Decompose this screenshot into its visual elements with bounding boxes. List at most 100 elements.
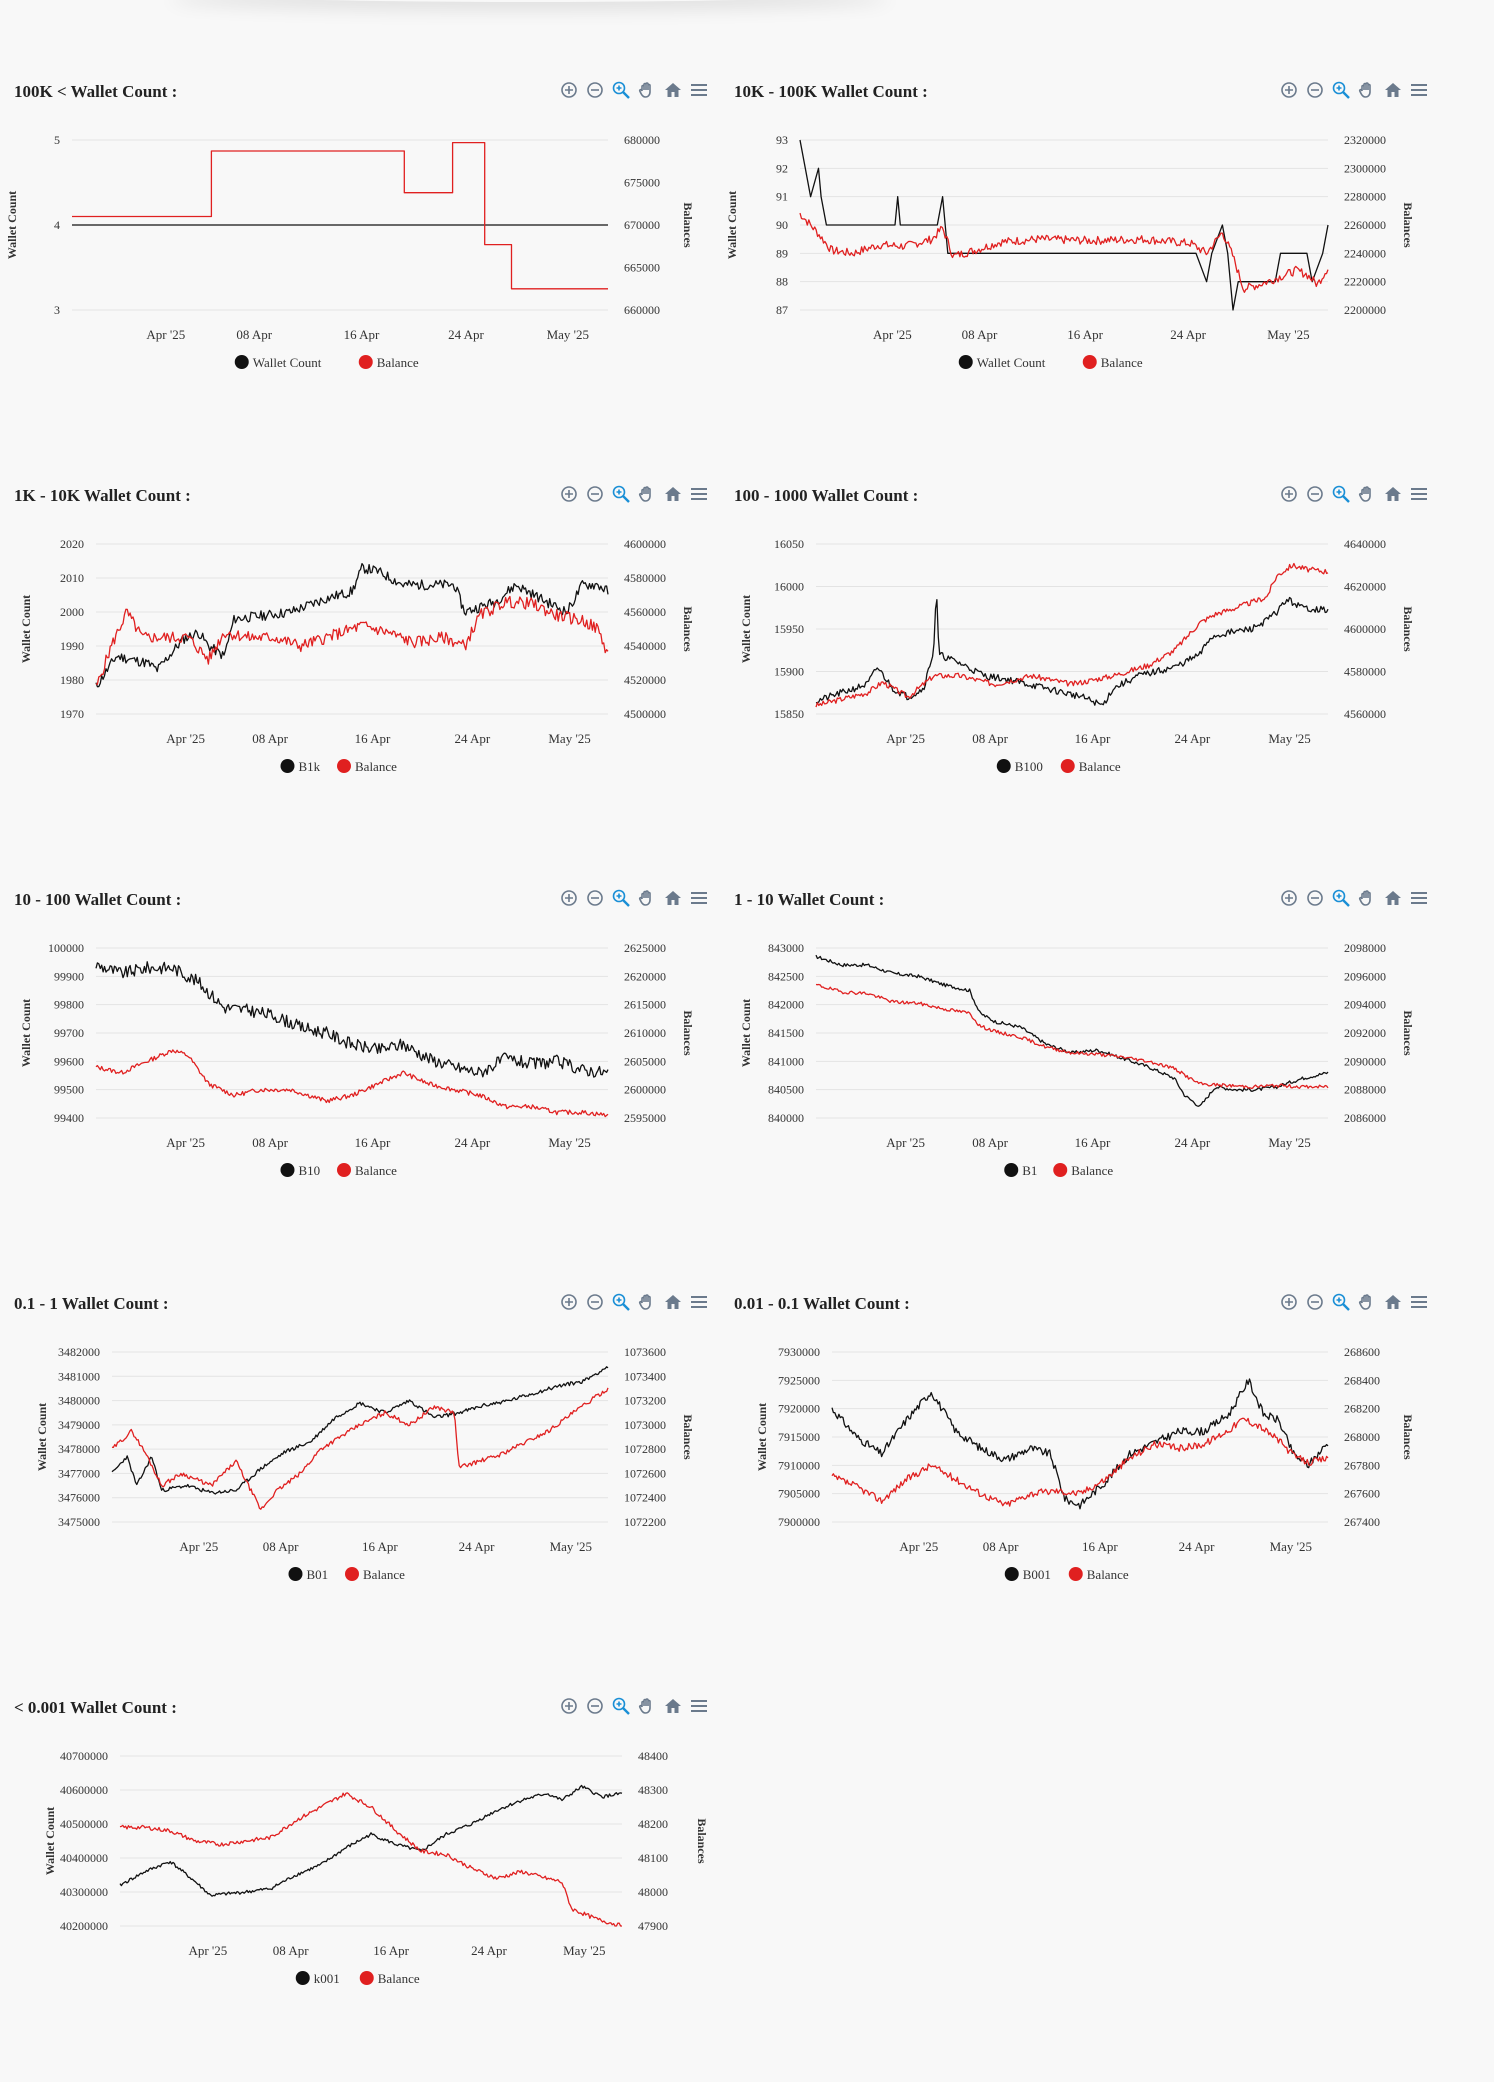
menu-icon[interactable] bbox=[688, 887, 710, 909]
legend-label[interactable]: B10 bbox=[299, 1163, 321, 1178]
chart-toolbar bbox=[1278, 78, 1430, 102]
legend-label[interactable]: Balance bbox=[355, 1163, 397, 1178]
zoom-selection-icon[interactable] bbox=[1330, 483, 1352, 505]
zoom-selection-icon[interactable] bbox=[610, 483, 632, 505]
pan-hand-icon[interactable] bbox=[1356, 79, 1378, 101]
legend-marker[interactable] bbox=[280, 1163, 295, 1177]
legend-label[interactable]: B1k bbox=[299, 759, 321, 774]
legend-label[interactable]: Wallet Count bbox=[977, 355, 1046, 370]
pan-hand-icon[interactable] bbox=[1356, 483, 1378, 505]
home-reset-icon[interactable] bbox=[662, 79, 684, 101]
legend-marker[interactable] bbox=[280, 759, 295, 773]
legend-label[interactable]: Balance bbox=[1087, 1567, 1129, 1582]
legend-marker[interactable] bbox=[1004, 1567, 1019, 1581]
chart-title: 100 - 1000 Wallet Count : bbox=[734, 486, 919, 505]
zoom-selection-icon[interactable] bbox=[1330, 1291, 1352, 1313]
pan-hand-icon[interactable] bbox=[636, 1695, 658, 1717]
legend-label[interactable]: Balance bbox=[363, 1567, 405, 1582]
menu-icon[interactable] bbox=[1408, 483, 1430, 505]
pan-hand-icon[interactable] bbox=[636, 483, 658, 505]
zoom-out-icon[interactable] bbox=[1304, 1291, 1326, 1313]
home-reset-icon[interactable] bbox=[662, 483, 684, 505]
legend-marker[interactable] bbox=[996, 759, 1011, 773]
legend-marker[interactable] bbox=[345, 1567, 359, 1581]
home-reset-icon[interactable] bbox=[662, 1695, 684, 1717]
zoom-in-icon[interactable] bbox=[558, 1291, 580, 1313]
menu-icon[interactable] bbox=[688, 1695, 710, 1717]
zoom-out-icon[interactable] bbox=[1304, 483, 1326, 505]
y-tick-label: 7920000 bbox=[778, 1402, 820, 1416]
home-reset-icon[interactable] bbox=[1382, 483, 1404, 505]
home-reset-icon[interactable] bbox=[1382, 79, 1404, 101]
chart-panel-c2: 10K - 100K Wallet Count : 93 92 91 90 89 88 87 2… bbox=[720, 66, 1440, 466]
zoom-selection-icon[interactable] bbox=[1330, 887, 1352, 909]
menu-icon[interactable] bbox=[688, 1291, 710, 1313]
menu-icon[interactable] bbox=[1408, 1291, 1430, 1313]
home-reset-icon[interactable] bbox=[662, 1291, 684, 1313]
pan-hand-icon[interactable] bbox=[1356, 1291, 1378, 1313]
x-tick-label: Apr '25 bbox=[179, 1539, 218, 1554]
zoom-in-icon[interactable] bbox=[1278, 483, 1300, 505]
legend-marker[interactable] bbox=[234, 355, 249, 369]
home-reset-icon[interactable] bbox=[1382, 887, 1404, 909]
series-line-wallet-count bbox=[111, 1366, 609, 1495]
pan-hand-icon[interactable] bbox=[636, 79, 658, 101]
zoom-out-icon[interactable] bbox=[584, 1695, 606, 1717]
zoom-selection-icon[interactable] bbox=[1330, 79, 1352, 101]
menu-icon[interactable] bbox=[688, 79, 710, 101]
legend-label[interactable]: Balance bbox=[355, 759, 397, 774]
home-reset-icon[interactable] bbox=[662, 887, 684, 909]
zoom-selection-icon[interactable] bbox=[610, 79, 632, 101]
zoom-out-icon[interactable] bbox=[1304, 887, 1326, 909]
menu-icon[interactable] bbox=[1408, 79, 1430, 101]
legend-marker[interactable] bbox=[1004, 1163, 1019, 1177]
zoom-in-icon[interactable] bbox=[558, 79, 580, 101]
zoom-selection-icon[interactable] bbox=[610, 1291, 632, 1313]
legend-marker[interactable] bbox=[359, 1971, 374, 1985]
menu-icon[interactable] bbox=[688, 483, 710, 505]
legend-marker[interactable] bbox=[337, 759, 351, 773]
legend-marker[interactable] bbox=[1060, 759, 1075, 773]
zoom-in-icon[interactable] bbox=[1278, 887, 1300, 909]
menu-icon[interactable] bbox=[1408, 887, 1430, 909]
legend-label[interactable]: Balance bbox=[1071, 1163, 1113, 1178]
y-tick-label: 7930000 bbox=[778, 1345, 820, 1359]
legend-label[interactable]: Balance bbox=[378, 1971, 420, 1986]
legend-label[interactable]: B01 bbox=[307, 1567, 329, 1582]
legend-marker[interactable] bbox=[358, 355, 373, 369]
x-tick-label: 08 Apr bbox=[263, 1539, 299, 1554]
legend-label[interactable]: Wallet Count bbox=[253, 355, 322, 370]
zoom-in-icon[interactable] bbox=[558, 887, 580, 909]
zoom-in-icon[interactable] bbox=[558, 483, 580, 505]
pan-hand-icon[interactable] bbox=[636, 887, 658, 909]
legend-marker[interactable] bbox=[1053, 1163, 1068, 1177]
home-reset-icon[interactable] bbox=[1382, 1291, 1404, 1313]
y-tick-label: 2020 bbox=[60, 537, 84, 551]
legend-label[interactable]: Balance bbox=[377, 355, 419, 370]
legend-marker[interactable] bbox=[288, 1567, 303, 1581]
zoom-in-icon[interactable] bbox=[558, 1695, 580, 1717]
legend-marker[interactable] bbox=[337, 1163, 351, 1177]
y-tick-label: 40600000 bbox=[60, 1783, 108, 1797]
legend-marker[interactable] bbox=[1068, 1567, 1083, 1581]
zoom-out-icon[interactable] bbox=[1304, 79, 1326, 101]
zoom-out-icon[interactable] bbox=[584, 79, 606, 101]
legend-marker[interactable] bbox=[958, 355, 973, 369]
legend-label[interactable]: B001 bbox=[1023, 1567, 1051, 1582]
legend-marker[interactable] bbox=[295, 1971, 310, 1985]
zoom-in-icon[interactable] bbox=[1278, 79, 1300, 101]
zoom-out-icon[interactable] bbox=[584, 887, 606, 909]
legend-label[interactable]: B100 bbox=[1015, 759, 1043, 774]
legend-label[interactable]: k001 bbox=[314, 1971, 340, 1986]
legend-label[interactable]: Balance bbox=[1101, 355, 1143, 370]
zoom-selection-icon[interactable] bbox=[610, 1695, 632, 1717]
zoom-out-icon[interactable] bbox=[584, 1291, 606, 1313]
pan-hand-icon[interactable] bbox=[636, 1291, 658, 1313]
pan-hand-icon[interactable] bbox=[1356, 887, 1378, 909]
legend-label[interactable]: Balance bbox=[1079, 759, 1121, 774]
zoom-out-icon[interactable] bbox=[584, 483, 606, 505]
legend-marker[interactable] bbox=[1082, 355, 1097, 369]
legend-label[interactable]: B1 bbox=[1022, 1163, 1037, 1178]
zoom-in-icon[interactable] bbox=[1278, 1291, 1300, 1313]
zoom-selection-icon[interactable] bbox=[610, 887, 632, 909]
